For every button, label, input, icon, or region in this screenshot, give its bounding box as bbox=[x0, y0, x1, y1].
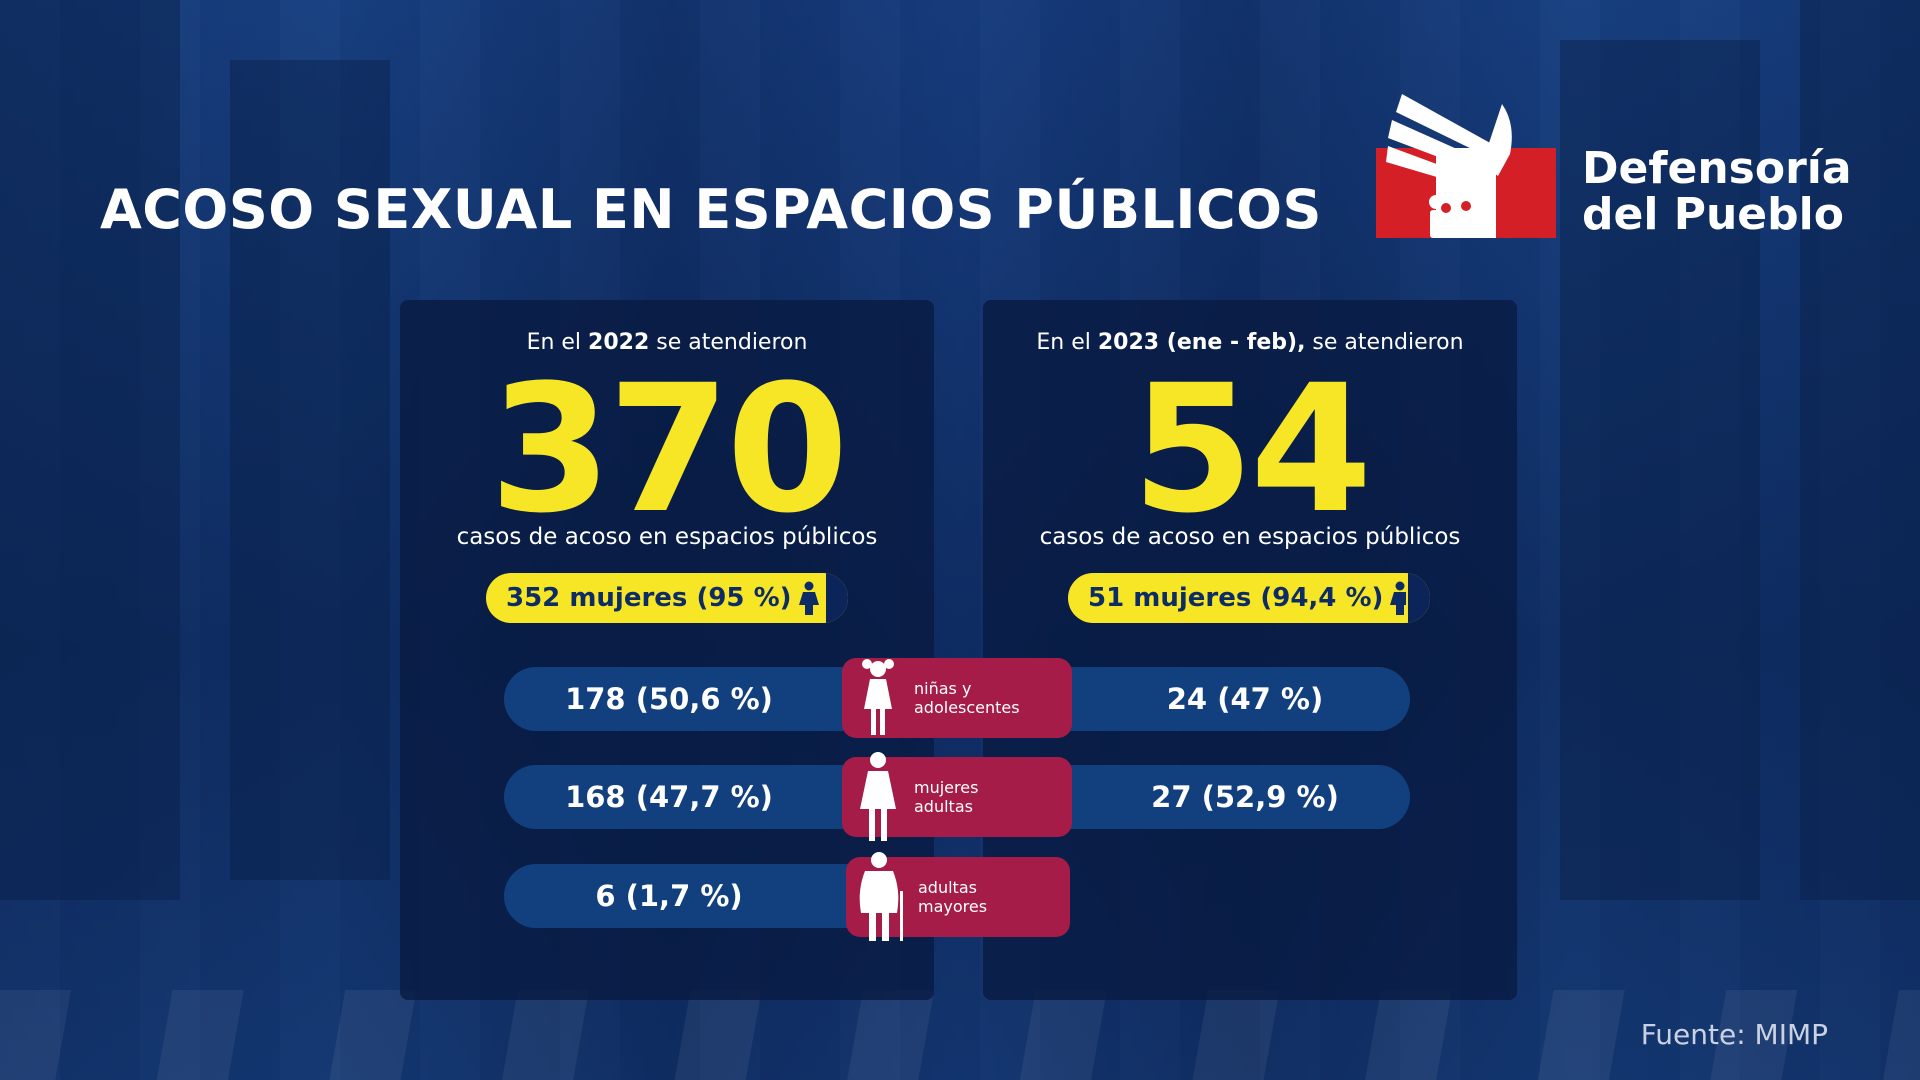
page-title: ACOSO SEXUAL EN ESPACIOS PÚBLICOS bbox=[100, 178, 1322, 241]
woman-icon bbox=[860, 752, 896, 841]
woman-icon bbox=[1390, 581, 1411, 615]
girl-icon bbox=[862, 659, 894, 735]
category-label-girls: niñas y adolescentes bbox=[914, 679, 1020, 717]
elderly-women-count-2022: 6 (1,7 %) bbox=[504, 864, 894, 928]
defensoria-logo: Defensoría del Pueblo bbox=[1372, 84, 1852, 244]
girls-count-2023: 24 (47 %) bbox=[1020, 667, 1410, 731]
adult-women-count-2023: 27 (52,9 %) bbox=[1020, 765, 1410, 829]
category-elderly-women: adultas mayores bbox=[846, 852, 1070, 941]
protective-hand-icon bbox=[1386, 94, 1512, 238]
source-credit: Fuente: MIMP bbox=[1640, 1018, 1828, 1051]
cases-caption-2022: casos de acoso en espacios públicos bbox=[456, 524, 878, 550]
women-pill-2022: 352 mujeres (95 %) bbox=[486, 573, 848, 623]
total-cases-2023: 54 bbox=[1131, 347, 1373, 552]
woman-icon bbox=[798, 581, 819, 615]
intro-2023: En el 2023 (ene - feb), se atendieron bbox=[1036, 330, 1464, 355]
cases-caption-2023: casos de acoso en espacios públicos bbox=[1039, 524, 1461, 550]
intro-2022: En el 2022 se atendieron bbox=[526, 330, 808, 355]
adult-women-count-2022: 168 (47,7 %) bbox=[504, 765, 894, 829]
elderly-woman-icon bbox=[859, 852, 903, 941]
category-adult-women: mujeres adultas bbox=[842, 752, 1072, 841]
total-cases-2022: 370 bbox=[489, 347, 848, 552]
girls-count-2022: 178 (50,6 %) bbox=[504, 667, 894, 731]
category-label-adult-women: mujeres adultas bbox=[914, 778, 979, 816]
panel-2023 bbox=[983, 300, 1517, 1000]
crosswalk-stripes bbox=[0, 990, 1920, 1080]
logo-wordmark: Defensoría del Pueblo bbox=[1582, 143, 1852, 240]
category-girls: niñas y adolescentes bbox=[842, 658, 1072, 738]
category-label-elderly-women: adultas mayores bbox=[918, 878, 988, 916]
women-pill-2023: 51 mujeres (94,4 %) bbox=[1068, 573, 1430, 623]
